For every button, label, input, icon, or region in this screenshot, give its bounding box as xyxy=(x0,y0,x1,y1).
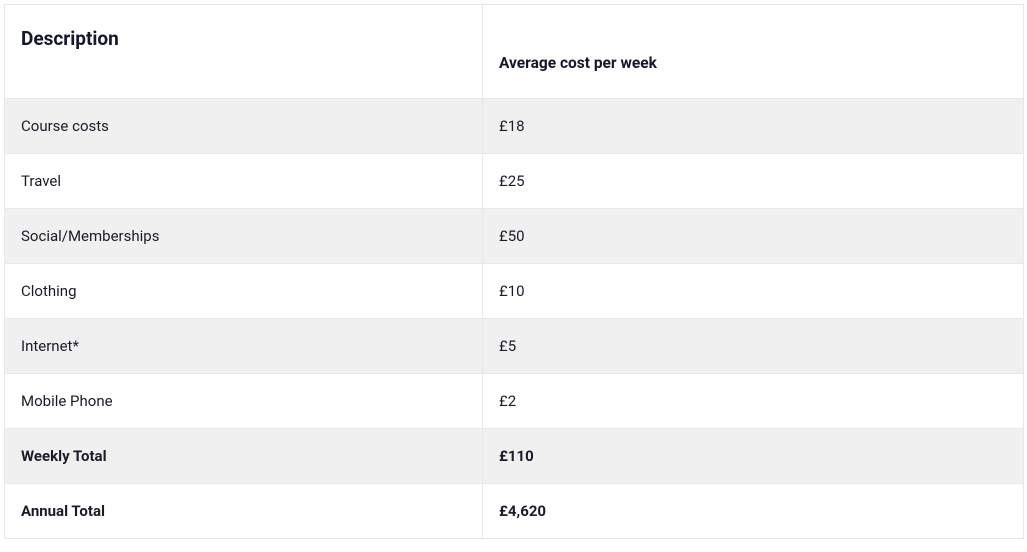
table-body: Course costs £18 Travel £25 Social/Membe… xyxy=(5,99,1024,539)
cell-description: Annual Total xyxy=(5,484,483,539)
header-description: Description xyxy=(5,5,483,99)
table-header-row: Description Average cost per week xyxy=(5,5,1024,99)
cell-cost: £50 xyxy=(483,209,1024,264)
cell-cost: £25 xyxy=(483,154,1024,209)
table-row: Clothing £10 xyxy=(5,264,1024,319)
table-row: Internet* £5 xyxy=(5,319,1024,374)
cell-cost: £18 xyxy=(483,99,1024,154)
cell-cost: £4,620 xyxy=(483,484,1024,539)
cell-description: Course costs xyxy=(5,99,483,154)
cell-description: Travel xyxy=(5,154,483,209)
table-row: Social/Memberships £50 xyxy=(5,209,1024,264)
cell-description: Mobile Phone xyxy=(5,374,483,429)
cost-table: Description Average cost per week Course… xyxy=(4,4,1024,539)
cell-description: Internet* xyxy=(5,319,483,374)
cell-cost: £5 xyxy=(483,319,1024,374)
cell-description: Weekly Total xyxy=(5,429,483,484)
table-row: Mobile Phone £2 xyxy=(5,374,1024,429)
table-row-weekly-total: Weekly Total £110 xyxy=(5,429,1024,484)
table-row: Travel £25 xyxy=(5,154,1024,209)
cell-cost: £110 xyxy=(483,429,1024,484)
cell-cost: £2 xyxy=(483,374,1024,429)
table-row-annual-total: Annual Total £4,620 xyxy=(5,484,1024,539)
header-cost: Average cost per week xyxy=(483,5,1024,99)
cell-description: Social/Memberships xyxy=(5,209,483,264)
cell-description: Clothing xyxy=(5,264,483,319)
table-row: Course costs £18 xyxy=(5,99,1024,154)
cell-cost: £10 xyxy=(483,264,1024,319)
